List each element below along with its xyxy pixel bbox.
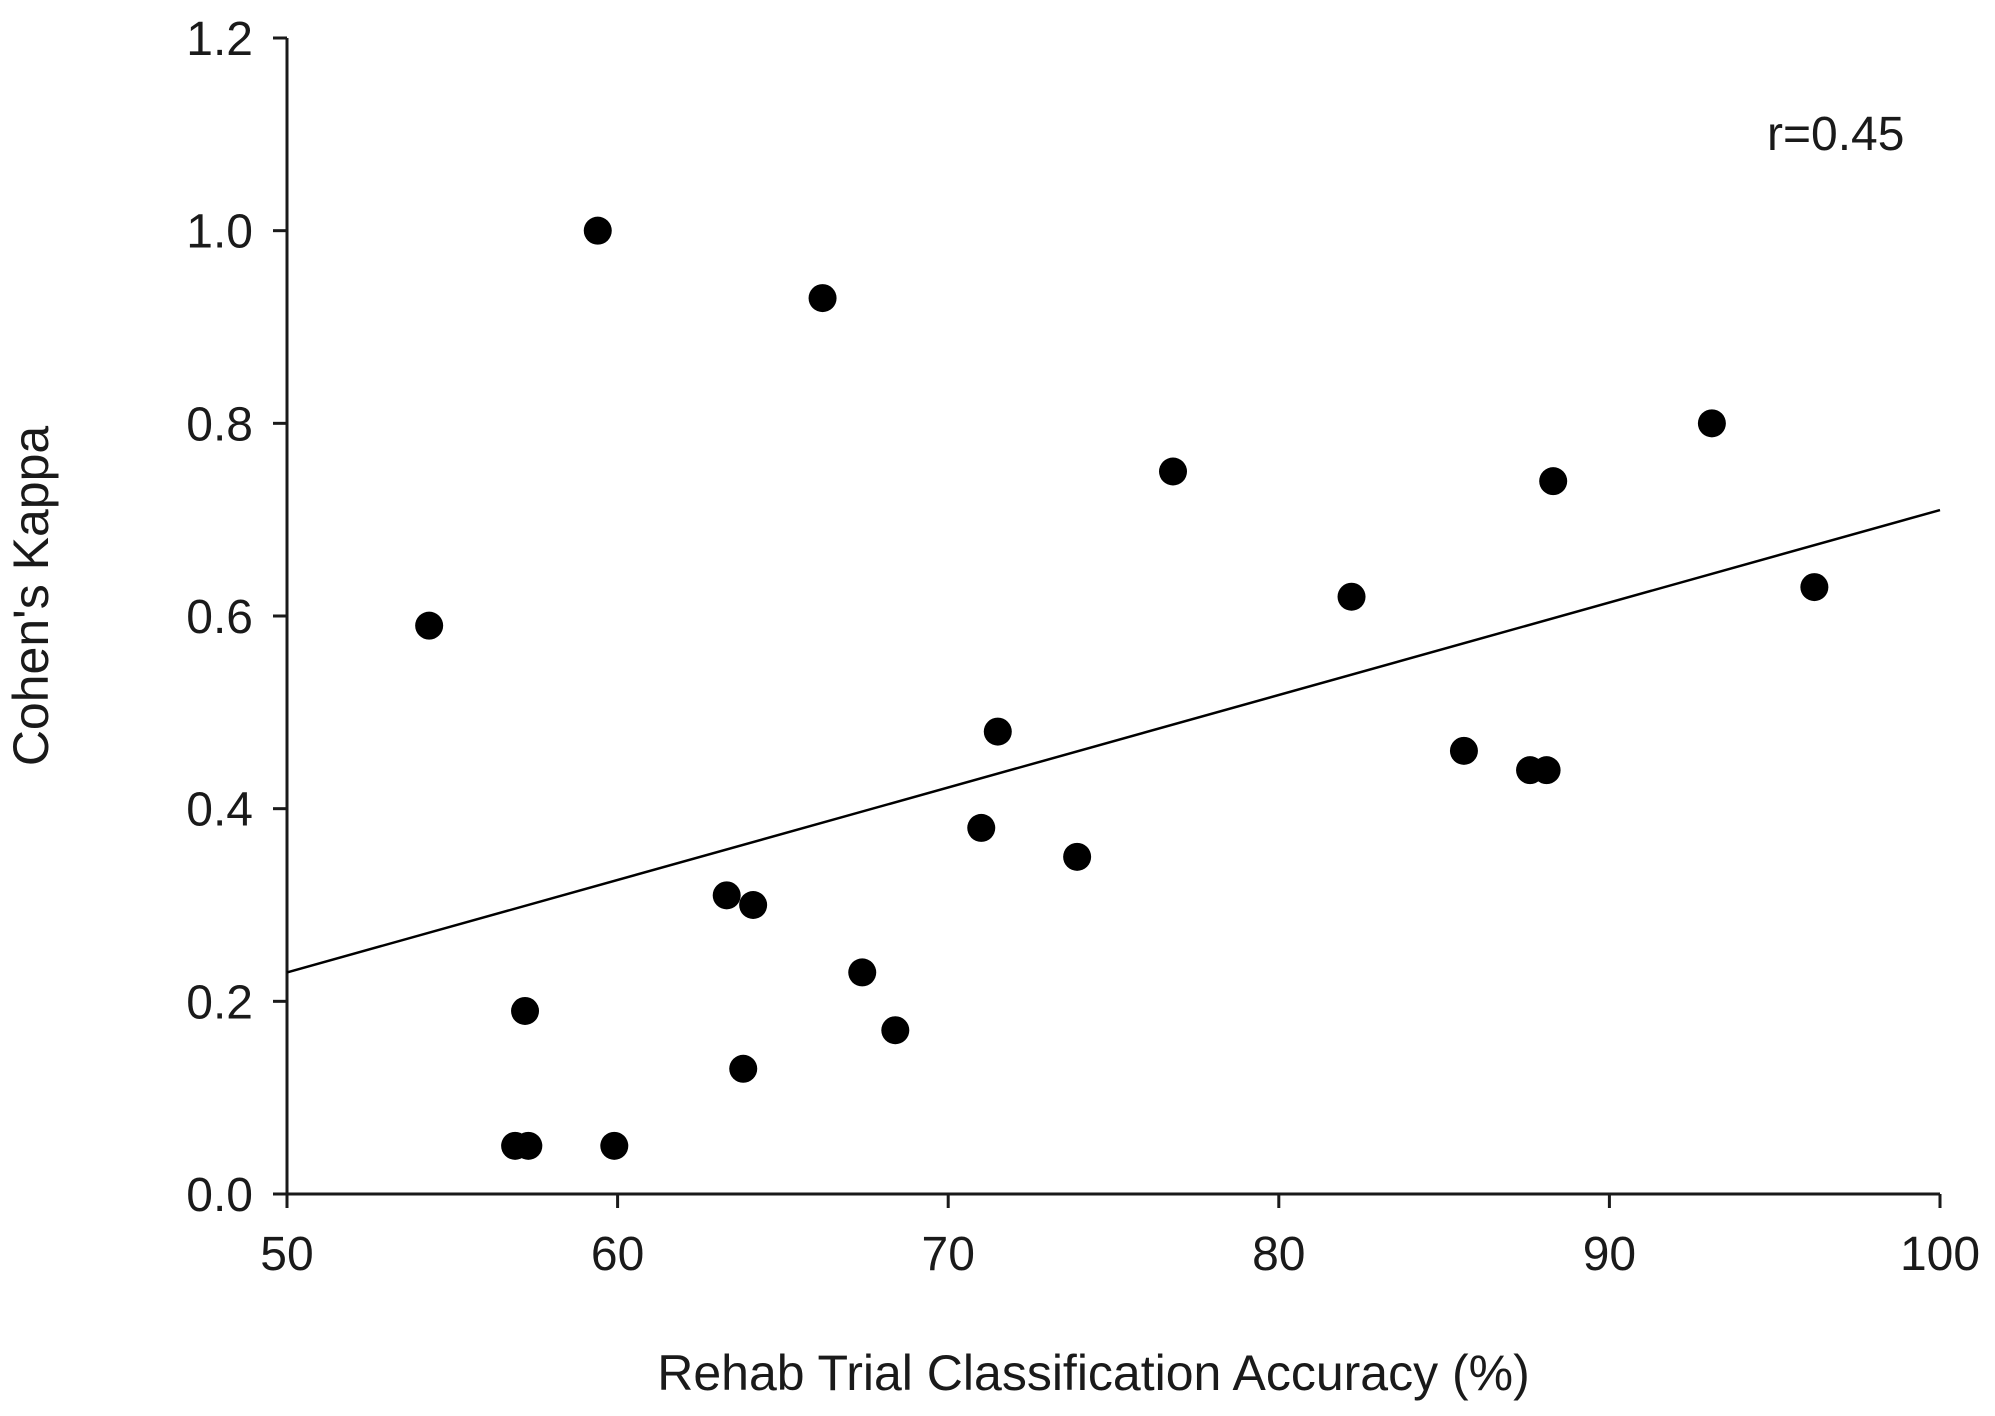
data-point xyxy=(514,1131,543,1160)
y-axis-title: Cohen's Kappa xyxy=(3,426,59,767)
data-point xyxy=(415,611,444,640)
data-point xyxy=(808,284,837,313)
x-tick-label: 50 xyxy=(260,1228,313,1281)
y-tick-label: 0.8 xyxy=(186,398,253,451)
x-tick-label: 80 xyxy=(1252,1228,1305,1281)
data-point xyxy=(739,891,768,919)
data-point xyxy=(1337,582,1366,611)
data-point xyxy=(1539,467,1568,496)
data-point xyxy=(967,813,996,842)
data-point xyxy=(712,881,741,910)
data-point xyxy=(1063,842,1092,871)
x-tick-label: 70 xyxy=(922,1228,975,1281)
data-point xyxy=(848,958,877,987)
y-tick-label: 0.6 xyxy=(186,591,253,644)
data-point xyxy=(983,717,1012,746)
x-tick-label: 90 xyxy=(1583,1228,1636,1281)
y-tick-label: 0.2 xyxy=(186,976,253,1029)
y-tick-label: 0.4 xyxy=(186,784,253,837)
y-tick-label: 0.0 xyxy=(186,1169,253,1222)
y-tick-label: 1.0 xyxy=(186,206,253,259)
data-point xyxy=(1449,736,1478,765)
y-tick-label: 1.2 xyxy=(186,13,253,66)
regression-line xyxy=(286,508,1941,974)
data-point xyxy=(729,1054,758,1083)
x-ticks: 50 60 70 80 90 100 xyxy=(260,1194,1980,1281)
data-point xyxy=(1532,756,1561,785)
data-point xyxy=(1697,409,1726,438)
y-ticks: 0.0 0.2 0.4 0.6 0.8 1.0 1.2 xyxy=(186,13,287,1222)
x-tick-label: 60 xyxy=(591,1228,644,1281)
data-points xyxy=(415,216,1829,1160)
x-tick-label: 100 xyxy=(1900,1228,1980,1281)
data-point xyxy=(881,1016,910,1045)
data-point xyxy=(1159,457,1188,486)
data-point xyxy=(600,1131,629,1160)
x-axis-title: Rehab Trial Classification Accuracy (%) xyxy=(657,1345,1530,1401)
data-point xyxy=(1800,573,1829,602)
data-point xyxy=(583,216,612,245)
correlation-annotation: r=0.45 xyxy=(1767,108,1904,161)
data-point xyxy=(511,996,540,1025)
